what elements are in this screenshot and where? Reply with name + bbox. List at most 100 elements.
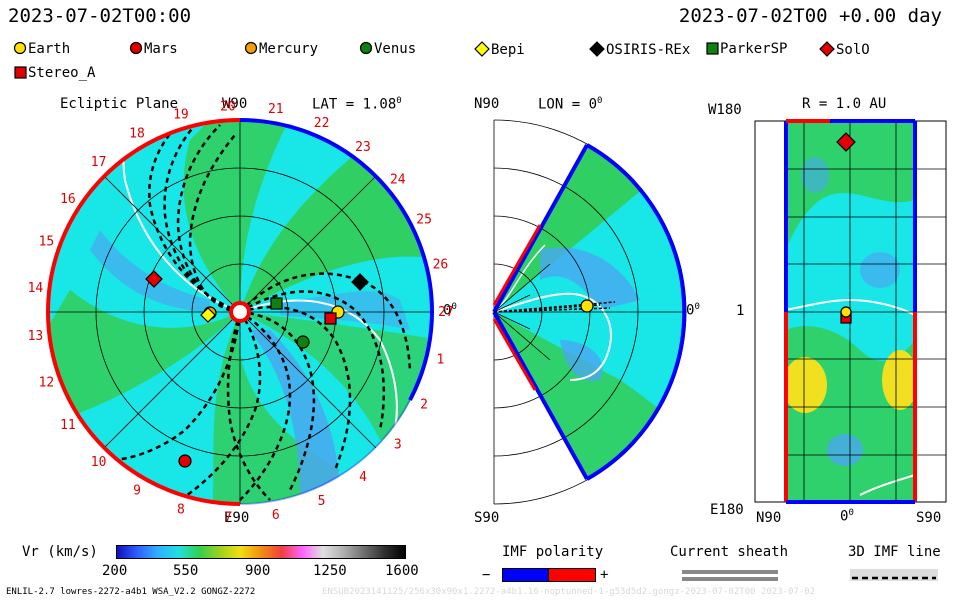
- meridional-polarity-south: [492, 311, 589, 480]
- solo-marker-icon: [145, 270, 163, 288]
- radial-title: R = 1.0 AU: [802, 96, 887, 112]
- radial-top-label: W180: [708, 102, 742, 118]
- carrington-number: 26: [433, 258, 449, 273]
- legend-label: OSIRIS-REx: [606, 42, 691, 58]
- lat-degree: 0: [396, 96, 402, 106]
- imf-positive-swatch: [548, 568, 596, 582]
- carrington-number: 2: [420, 398, 428, 413]
- legend-label: Venus: [374, 41, 417, 57]
- legend-item-mercury: Mercury: [243, 40, 318, 57]
- legend-label: SolO: [836, 42, 870, 58]
- bepi-marker-icon: [474, 41, 490, 57]
- carrington-number: 3: [394, 437, 402, 452]
- meridional-top-label: N90: [474, 96, 500, 112]
- parkersp-marker-icon: [706, 42, 719, 55]
- carrington-number: 6: [272, 508, 280, 523]
- meridional-polarity-outer: [586, 143, 687, 481]
- lat-degree: 0: [694, 302, 700, 312]
- carrington-number: 12: [39, 376, 55, 391]
- radial-bottom-label: E180: [710, 502, 744, 518]
- meridional-right-label: 00: [686, 302, 700, 319]
- legend-label: Stereo_A: [28, 65, 96, 81]
- lon-text: LON = 0: [538, 96, 598, 113]
- solo-marker-icon: [819, 41, 835, 57]
- carrington-number: 10: [91, 455, 107, 470]
- mercury-marker-icon: [244, 41, 258, 55]
- date-right: 2023-07-02T00 +0.00 day: [678, 5, 942, 27]
- colorbar-tick: 200: [102, 563, 128, 579]
- date-left: 2023-07-02T00:00: [8, 5, 192, 27]
- imf-polarity-title: IMF polarity: [502, 544, 604, 560]
- ecliptic-bottom-label: E90: [224, 510, 250, 526]
- colorbar-tick: 1250: [313, 563, 347, 579]
- bepi-marker-icon: [200, 307, 216, 323]
- legend-item-stereo-a: Stereo_A: [12, 64, 95, 81]
- ecliptic-right-label: 00: [443, 302, 457, 319]
- colorbar-tick: 900: [245, 563, 271, 579]
- carrington-number: 9: [133, 483, 141, 498]
- legend-label: Mercury: [259, 41, 319, 57]
- dashed-line-icon: [852, 576, 936, 580]
- ecliptic-title: Ecliptic Plane: [60, 96, 179, 112]
- imf-plus-sign: +: [600, 567, 609, 583]
- current-sheath-line: [682, 570, 778, 574]
- earth-marker-icon: [13, 41, 27, 55]
- colorbar-label: Vr (km/s): [22, 544, 98, 560]
- osiris-rex-marker-icon: [351, 273, 369, 291]
- legend-label: Mars: [144, 41, 178, 57]
- legend-item-bepi: Bepi: [473, 40, 525, 58]
- lat-zero: 0: [686, 302, 695, 319]
- legend-item-osiris-rex: OSIRIS-REx: [588, 40, 690, 58]
- carrington-number: 8: [177, 502, 185, 517]
- current-sheath-title: Current sheath: [670, 544, 789, 560]
- legend-item-venus: Venus: [358, 40, 416, 57]
- mars-marker-icon: [178, 454, 192, 468]
- current-sheath-line: [682, 577, 778, 581]
- footer-model-info: ENLIL-2.7 lowres-2272-a4b1 WSA_V2.2 GONG…: [6, 587, 256, 597]
- legend-item-parkersp: ParkerSP: [704, 40, 787, 57]
- carrington-number: 5: [318, 494, 326, 509]
- legend-label: Earth: [28, 41, 71, 57]
- carrington-number: 15: [39, 235, 55, 250]
- carrington-number: 14: [28, 281, 44, 296]
- radial-mid-label: 1: [736, 303, 745, 319]
- carrington-number: 25: [416, 213, 432, 228]
- legend-label: Bepi: [491, 42, 525, 58]
- carrington-number: 16: [60, 192, 76, 207]
- imf-line-title: 3D IMF line: [848, 544, 941, 560]
- solo-marker-icon: [836, 132, 856, 152]
- footer-run-id: ENSUB2023141125/256x30x90x1.2272-a4b1.16…: [322, 587, 816, 597]
- carrington-number: 23: [355, 140, 371, 155]
- velocity-colorbar: [116, 545, 406, 559]
- legend-item-mars: Mars: [128, 40, 178, 57]
- mars-marker-icon: [129, 41, 143, 55]
- carrington-number: 24: [390, 173, 406, 188]
- imf-negative-swatch: [502, 568, 550, 582]
- carrington-number: 18: [129, 127, 145, 142]
- carrington-number: 21: [268, 102, 284, 117]
- earth-marker-icon: [580, 299, 594, 313]
- lat-text: LAT = 1.08: [312, 96, 397, 113]
- meridional-polarity-north: [492, 144, 589, 313]
- legend-label: ParkerSP: [720, 41, 788, 57]
- radial-x-mid: 00: [840, 508, 854, 525]
- imf-minus-sign: −: [482, 567, 491, 583]
- radial-x-left: N90: [756, 510, 782, 526]
- ecliptic-polarity-positive: [46, 118, 241, 506]
- carrington-number: 22: [314, 116, 330, 131]
- carrington-number: 11: [60, 418, 76, 433]
- lon-degree: 0: [451, 302, 457, 312]
- carrington-number: 1: [436, 353, 444, 368]
- radial-x-right: S90: [916, 510, 942, 526]
- ecliptic-polarity-negative: [239, 118, 435, 401]
- stereo-a-marker-icon: [14, 66, 27, 79]
- carrington-number: 17: [91, 155, 107, 170]
- meridional-title: LON = 00: [538, 96, 602, 113]
- venus-marker-icon: [359, 41, 373, 55]
- ecliptic-top-label: W90: [222, 96, 248, 112]
